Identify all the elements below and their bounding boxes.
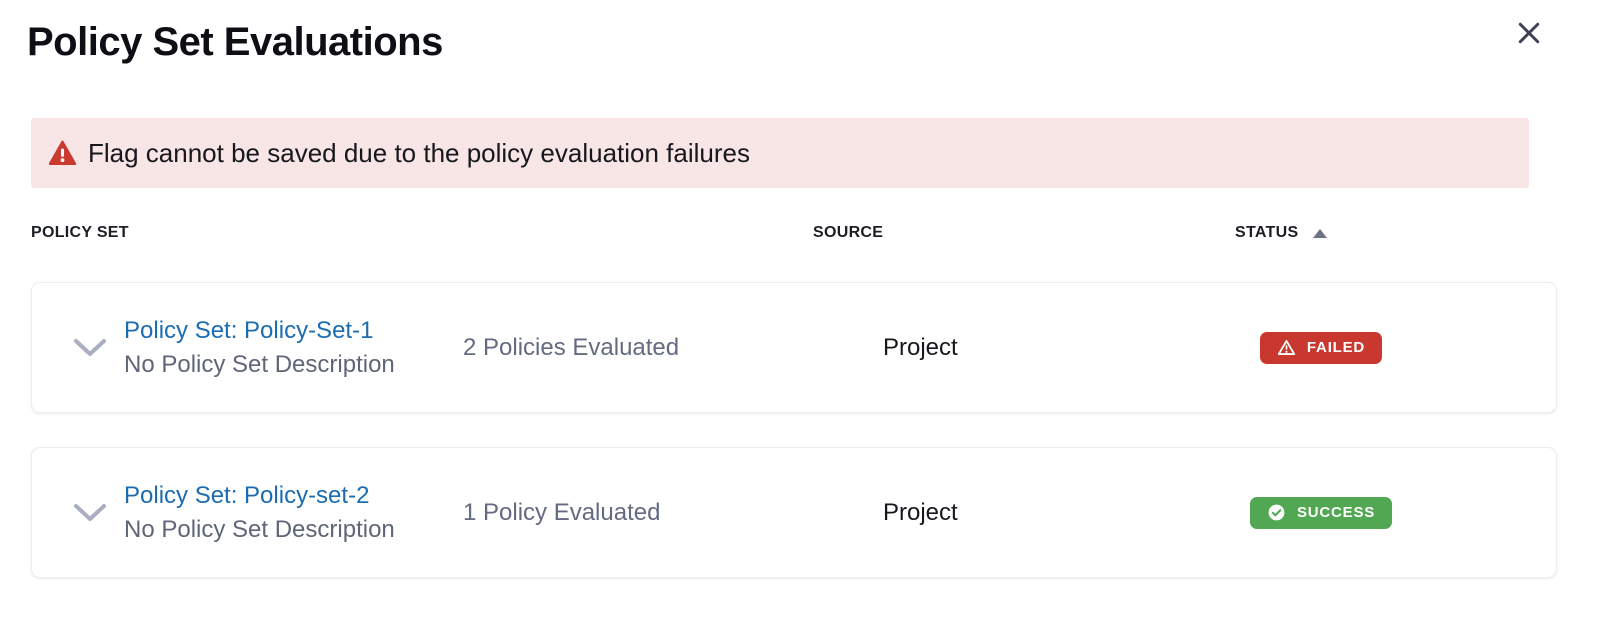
error-banner-text: Flag cannot be saved due to the policy e… xyxy=(88,137,750,168)
status-cell: FAILED xyxy=(1221,331,1421,364)
policy-set-link[interactable]: Policy Set: Policy-set-2 xyxy=(124,481,370,509)
status-badge-label: SUCCESS xyxy=(1296,504,1376,521)
policy-set-description: No Policy Set Description xyxy=(124,515,395,543)
column-header-status[interactable]: STATUS xyxy=(1235,224,1328,242)
status-badge: FAILED xyxy=(1259,331,1383,364)
check-circle-icon xyxy=(1268,504,1285,521)
source-cell: Project xyxy=(883,498,958,526)
table-row: Policy Set: Policy-set-2 No Policy Set D… xyxy=(31,447,1557,578)
chevron-down-icon xyxy=(74,503,106,521)
status-cell: SUCCESS xyxy=(1221,496,1421,529)
close-icon xyxy=(1518,22,1540,44)
error-banner: Flag cannot be saved due to the policy e… xyxy=(31,118,1529,188)
policy-set-cell: Policy Set: Policy-set-2 No Policy Set D… xyxy=(124,479,395,547)
chevron-down-icon xyxy=(74,338,106,356)
expand-row-button[interactable] xyxy=(70,499,110,527)
page-title: Policy Set Evaluations xyxy=(27,20,443,64)
policy-set-link[interactable]: Policy Set: Policy-Set-1 xyxy=(124,316,374,344)
table-header-row: POLICY SET SOURCE STATUS xyxy=(0,224,1600,246)
source-cell: Project xyxy=(883,333,958,361)
policies-evaluated-count: 2 Policies Evaluated xyxy=(463,333,680,361)
policies-evaluated-count: 1 Policy Evaluated xyxy=(463,498,661,526)
sort-ascending-icon xyxy=(1313,229,1328,238)
policy-set-description: No Policy Set Description xyxy=(124,350,395,378)
column-header-policy-set: POLICY SET xyxy=(31,224,129,241)
table-row: Policy Set: Policy-Set-1 No Policy Set D… xyxy=(31,282,1557,413)
status-badge: SUCCESS xyxy=(1249,496,1393,529)
policy-set-cell: Policy Set: Policy-Set-1 No Policy Set D… xyxy=(124,314,395,382)
column-header-source: SOURCE xyxy=(813,224,884,241)
column-header-status-label: STATUS xyxy=(1235,224,1299,241)
close-button[interactable] xyxy=(1510,14,1548,52)
expand-row-button[interactable] xyxy=(70,334,110,362)
status-badge-label: FAILED xyxy=(1306,339,1366,356)
warning-triangle-icon xyxy=(1277,340,1296,355)
warning-triangle-icon xyxy=(48,140,77,166)
